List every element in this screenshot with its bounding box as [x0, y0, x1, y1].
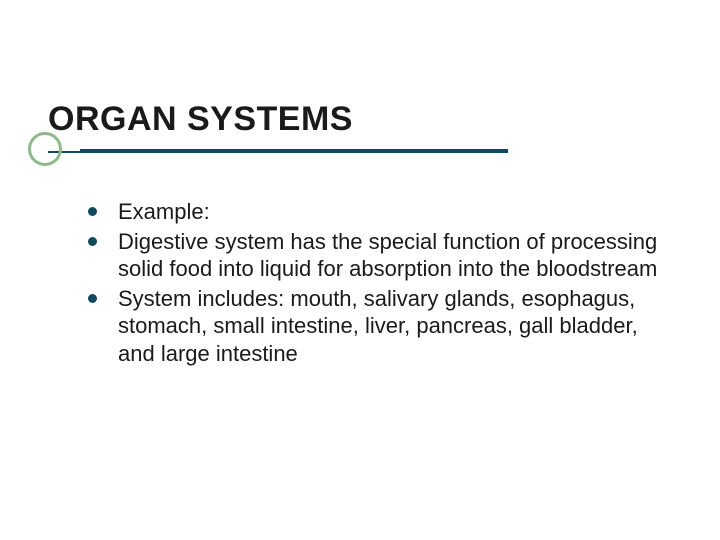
slide-title: ORGAN SYSTEMS	[48, 100, 672, 139]
title-block: ORGAN SYSTEMS	[48, 100, 672, 153]
bullet-text: Example:	[118, 199, 210, 224]
bullet-icon	[88, 207, 97, 216]
bullet-list: Example: Digestive system has the specia…	[88, 198, 660, 367]
bullet-icon	[88, 237, 97, 246]
list-item: Example:	[88, 198, 660, 226]
slide-container: ORGAN SYSTEMS Example: Digestive system …	[0, 0, 720, 540]
body-block: Example: Digestive system has the specia…	[88, 198, 660, 369]
list-item: Digestive system has the special functio…	[88, 228, 660, 283]
list-item: System includes: mouth, salivary glands,…	[88, 285, 660, 368]
bullet-icon	[88, 294, 97, 303]
accent-underline	[48, 149, 508, 153]
bullet-text: System includes: mouth, salivary glands,…	[118, 286, 638, 366]
bullet-text: Digestive system has the special functio…	[118, 229, 657, 282]
accent-circle	[28, 132, 62, 166]
